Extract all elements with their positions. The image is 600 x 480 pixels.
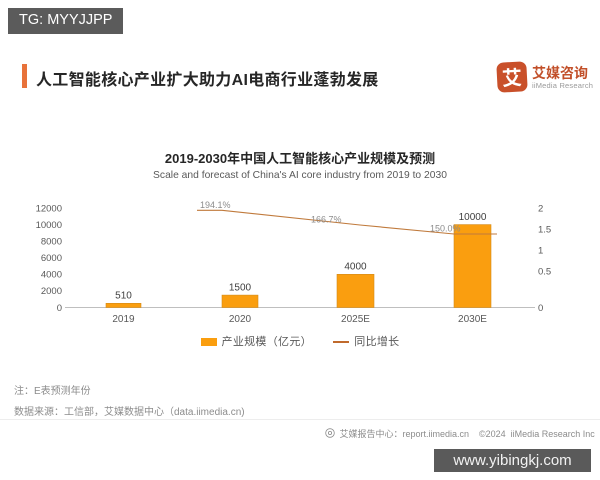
svg-text:194.1%: 194.1% bbox=[200, 200, 231, 210]
svg-text:12000: 12000 bbox=[36, 204, 62, 215]
svg-text:1500: 1500 bbox=[229, 282, 252, 293]
svg-text:2020: 2020 bbox=[229, 314, 252, 325]
svg-text:2025E: 2025E bbox=[341, 314, 370, 325]
svg-text:0.5: 0.5 bbox=[538, 267, 551, 278]
svg-text:0: 0 bbox=[538, 303, 543, 314]
svg-text:4000: 4000 bbox=[41, 270, 62, 281]
svg-text:2000: 2000 bbox=[41, 286, 62, 297]
svg-text:6000: 6000 bbox=[41, 253, 62, 264]
svg-text:0: 0 bbox=[57, 303, 62, 314]
svg-text:2: 2 bbox=[538, 204, 543, 215]
svg-text:150.0%: 150.0% bbox=[430, 224, 461, 234]
svg-text:8000: 8000 bbox=[41, 237, 62, 248]
svg-text:166.7%: 166.7% bbox=[311, 215, 342, 225]
svg-text:2030E: 2030E bbox=[458, 314, 487, 325]
svg-text:10000: 10000 bbox=[459, 212, 487, 223]
svg-text:2019: 2019 bbox=[112, 314, 135, 325]
svg-text:4000: 4000 bbox=[344, 262, 367, 273]
svg-text:510: 510 bbox=[115, 291, 132, 302]
svg-text:1: 1 bbox=[538, 246, 543, 257]
svg-text:1.5: 1.5 bbox=[538, 225, 551, 236]
svg-text:10000: 10000 bbox=[36, 220, 62, 231]
